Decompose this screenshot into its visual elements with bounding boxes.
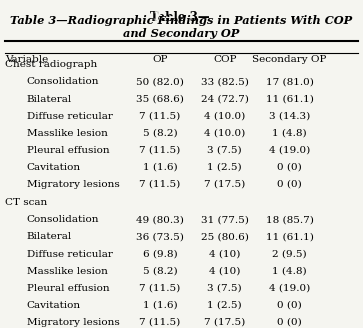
Text: 11 (61.1): 11 (61.1) [266, 94, 314, 104]
Text: Pleural effusion: Pleural effusion [26, 284, 109, 293]
Text: Consolidation: Consolidation [26, 215, 99, 224]
Text: OP: OP [152, 55, 168, 64]
Text: 7 (11.5): 7 (11.5) [139, 318, 180, 327]
Text: 4 (10.0): 4 (10.0) [204, 112, 245, 121]
Text: 7 (11.5): 7 (11.5) [139, 284, 180, 293]
Text: 2 (9.5): 2 (9.5) [272, 250, 307, 258]
Text: 1 (2.5): 1 (2.5) [207, 163, 242, 172]
Text: Variable: Variable [5, 55, 48, 64]
Text: Secondary OP: Secondary OP [252, 55, 327, 64]
Text: 31 (77.5): 31 (77.5) [201, 215, 249, 224]
Text: 49 (80.3): 49 (80.3) [136, 215, 184, 224]
Text: Consolidation: Consolidation [26, 77, 99, 87]
Text: 5 (8.2): 5 (8.2) [143, 129, 177, 138]
Text: 1 (1.6): 1 (1.6) [143, 163, 177, 172]
Text: 0 (0): 0 (0) [277, 180, 302, 189]
Text: 33 (82.5): 33 (82.5) [201, 77, 249, 87]
Text: 6 (9.8): 6 (9.8) [143, 250, 177, 258]
Text: Migratory lesions: Migratory lesions [26, 318, 119, 327]
Text: Masslike lesion: Masslike lesion [26, 267, 107, 276]
Text: 7 (11.5): 7 (11.5) [139, 112, 180, 121]
Text: Cavitation: Cavitation [26, 163, 81, 172]
Text: 0 (0): 0 (0) [277, 163, 302, 172]
Text: Table 3—: Table 3— [151, 11, 212, 24]
Text: 4 (10): 4 (10) [209, 250, 240, 258]
Text: Diffuse reticular: Diffuse reticular [26, 112, 113, 121]
Text: Diffuse reticular: Diffuse reticular [26, 250, 113, 258]
Text: 24 (72.7): 24 (72.7) [201, 94, 249, 104]
Text: Bilateral: Bilateral [26, 94, 72, 104]
Text: 0 (0): 0 (0) [277, 301, 302, 310]
Text: Chest radiograph: Chest radiograph [5, 60, 97, 70]
Text: 7 (11.5): 7 (11.5) [139, 146, 180, 155]
Text: 7 (17.5): 7 (17.5) [204, 180, 245, 189]
Text: 7 (11.5): 7 (11.5) [139, 180, 180, 189]
Text: 4 (10.0): 4 (10.0) [204, 129, 245, 138]
Text: Pleural effusion: Pleural effusion [26, 146, 109, 155]
Text: 7 (17.5): 7 (17.5) [204, 318, 245, 327]
Text: 0 (0): 0 (0) [277, 318, 302, 327]
Text: Migratory lesions: Migratory lesions [26, 180, 119, 189]
Text: 5 (8.2): 5 (8.2) [143, 267, 177, 276]
Text: Table 3—: Table 3— [114, 11, 249, 24]
Text: 3 (7.5): 3 (7.5) [207, 284, 242, 293]
Text: and Secondary OP: and Secondary OP [123, 28, 240, 39]
Text: 4 (19.0): 4 (19.0) [269, 284, 310, 293]
Text: 25 (80.6): 25 (80.6) [201, 233, 249, 241]
Text: 36 (73.5): 36 (73.5) [136, 233, 184, 241]
Text: Table 3—Radiographic Findings in Patients With COP: Table 3—Radiographic Findings in Patient… [11, 15, 352, 26]
Text: 1 (4.8): 1 (4.8) [272, 267, 307, 276]
Text: 50 (82.0): 50 (82.0) [136, 77, 184, 87]
Text: 18 (85.7): 18 (85.7) [266, 215, 314, 224]
Text: 1 (2.5): 1 (2.5) [207, 301, 242, 310]
Text: 1 (4.8): 1 (4.8) [272, 129, 307, 138]
Text: COP: COP [213, 55, 236, 64]
Text: Bilateral: Bilateral [26, 233, 72, 241]
Text: 1 (1.6): 1 (1.6) [143, 301, 177, 310]
Text: 3 (7.5): 3 (7.5) [207, 146, 242, 155]
Text: Masslike lesion: Masslike lesion [26, 129, 107, 138]
Text: Cavitation: Cavitation [26, 301, 81, 310]
Text: 3 (14.3): 3 (14.3) [269, 112, 310, 121]
Text: 35 (68.6): 35 (68.6) [136, 94, 184, 104]
Text: 4 (19.0): 4 (19.0) [269, 146, 310, 155]
Text: 17 (81.0): 17 (81.0) [266, 77, 314, 87]
Text: CT scan: CT scan [5, 198, 47, 207]
Text: 11 (61.1): 11 (61.1) [266, 233, 314, 241]
Text: 4 (10): 4 (10) [209, 267, 240, 276]
